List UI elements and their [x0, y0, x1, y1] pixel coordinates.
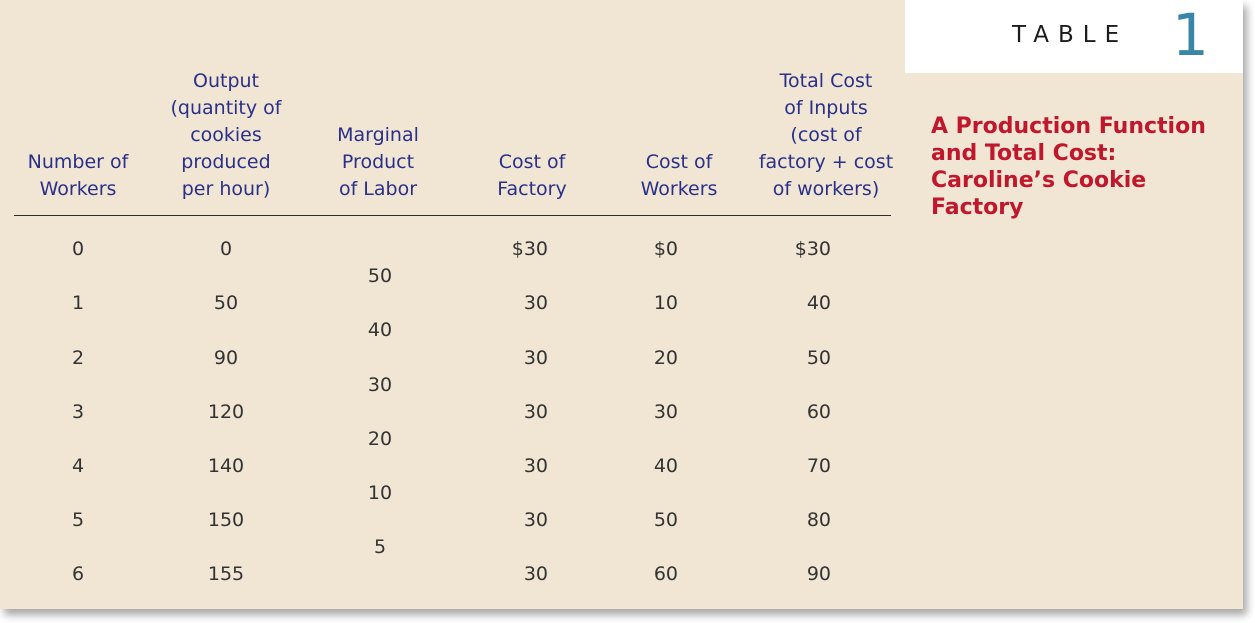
cell-worker-cost: 50	[653, 509, 678, 531]
cell-workers: 2	[71, 347, 85, 369]
cell-output: 140	[207, 455, 245, 477]
cell-worker-cost: 10	[653, 292, 678, 314]
caption-line: Factory	[931, 195, 1024, 220]
cell-total-cost: 70	[806, 455, 831, 477]
caption-line: Caroline’s Cookie	[931, 168, 1147, 193]
cell-workers: 3	[71, 401, 85, 423]
table-label-box: TABLE 1	[905, 0, 1243, 73]
cell-marginal-product: 50	[367, 265, 393, 287]
cell-factory-cost: 30	[523, 292, 548, 314]
cell-workers: 4	[71, 455, 85, 477]
header-cost-of-workers: Cost of Workers	[640, 151, 718, 200]
table-card: TABLE 1 A Production Function and Total …	[0, 0, 1243, 609]
cell-total-cost: 60	[806, 401, 831, 423]
cell-worker-cost: 40	[653, 455, 678, 477]
cell-total-cost: 50	[806, 347, 831, 369]
cell-output: 0	[219, 238, 233, 260]
cell-workers: 0	[71, 238, 85, 260]
cell-marginal-product: 30	[367, 374, 393, 396]
header-output: Output (quantity of cookies produced per…	[170, 70, 282, 200]
cell-output: 120	[207, 401, 245, 423]
cell-factory-cost: 30	[523, 347, 548, 369]
cell-worker-cost: 60	[653, 563, 678, 585]
header-number-of-workers: Number of Workers	[27, 151, 129, 200]
cell-total-cost: 90	[806, 563, 831, 585]
cell-worker-cost: $0	[653, 238, 678, 260]
caption-line: A Production Function	[931, 114, 1206, 139]
cell-factory-cost: 30	[523, 509, 548, 531]
cell-workers: 5	[71, 509, 85, 531]
header-rule	[14, 215, 891, 216]
header-cost-of-factory: Cost of Factory	[497, 151, 567, 200]
cell-output: 90	[213, 347, 239, 369]
cell-factory-cost: $30	[511, 238, 548, 260]
cell-workers: 6	[71, 563, 85, 585]
cell-total-cost: 80	[806, 509, 831, 531]
cell-marginal-product: 5	[373, 536, 387, 558]
header-total-cost: Total Cost of Inputs (cost of factory + …	[758, 70, 894, 200]
cell-worker-cost: 30	[653, 401, 678, 423]
cell-total-cost: $30	[794, 238, 831, 260]
cell-output: 155	[207, 563, 245, 585]
cell-factory-cost: 30	[523, 455, 548, 477]
cell-factory-cost: 30	[523, 563, 548, 585]
cell-workers: 1	[71, 292, 85, 314]
cell-output: 150	[207, 509, 245, 531]
cell-marginal-product: 40	[367, 319, 393, 341]
table-label-word: TABLE	[1012, 22, 1129, 48]
header-marginal-product: Marginal Product of Labor	[337, 124, 419, 200]
table-label-number: 1	[1172, 1, 1209, 69]
caption-line: and Total Cost:	[931, 141, 1117, 166]
cell-total-cost: 40	[806, 292, 831, 314]
cell-output: 50	[213, 292, 239, 314]
cell-factory-cost: 30	[523, 401, 548, 423]
cell-marginal-product: 10	[367, 482, 393, 504]
cell-marginal-product: 20	[367, 428, 393, 450]
table-caption: A Production Function and Total Cost: Ca…	[931, 113, 1231, 221]
cell-worker-cost: 20	[653, 347, 678, 369]
